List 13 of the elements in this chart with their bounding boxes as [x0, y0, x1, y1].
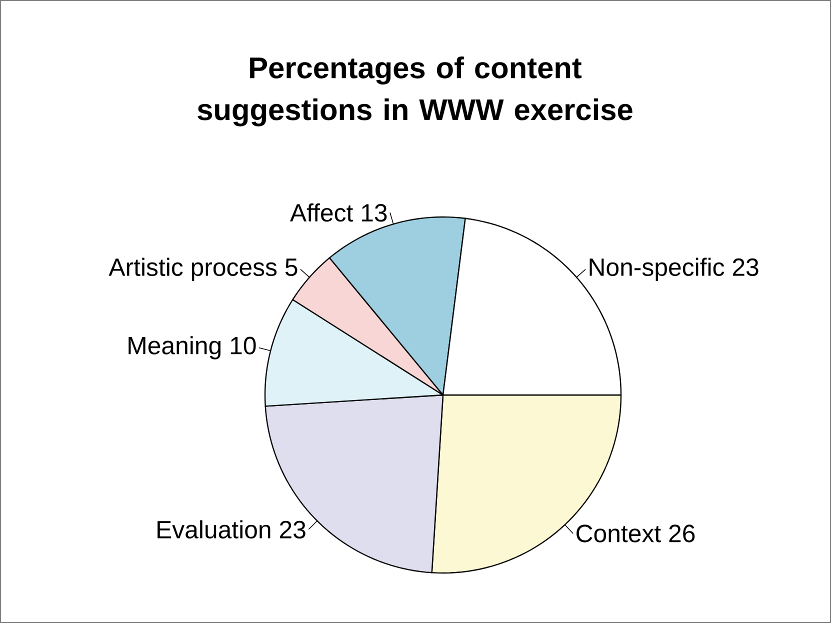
data-label: 23 [280, 520, 306, 538]
data-label: 5 [285, 258, 298, 276]
data-label: 23 [732, 258, 758, 276]
slice-label: Context [576, 524, 661, 542]
data-label: 10 [230, 336, 256, 354]
chart-title: Percentages of content suggestions in WWW exercise [198, 56, 632, 126]
slice-label: Evaluation [158, 520, 270, 538]
slice-label: Affect [290, 203, 353, 222]
slice-label: Meaning [128, 336, 221, 360]
data-label: 26 [669, 524, 695, 542]
data-label: 13 [362, 204, 387, 222]
slice-label: Non-specific [590, 258, 724, 281]
slice-label: Artistic process [108, 258, 277, 281]
